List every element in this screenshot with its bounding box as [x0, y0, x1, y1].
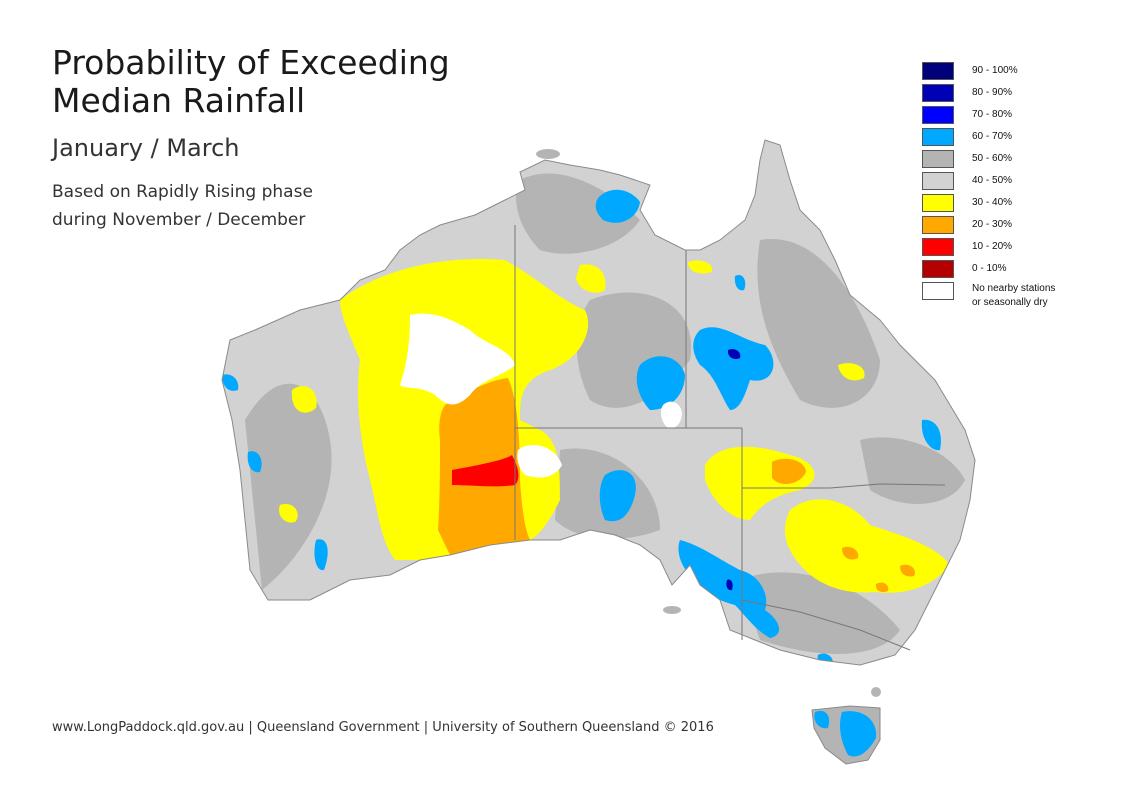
period-label: January / March [52, 134, 240, 162]
legend-label: 70 - 80% [972, 109, 1013, 120]
yellow-patch-5 [688, 260, 713, 274]
grey-band-north [516, 173, 640, 254]
legend-swatch-70-80 [922, 106, 954, 124]
blue-northern-territory [595, 189, 640, 223]
legend-swatch-0-10 [922, 260, 954, 278]
island-kangaroo [663, 606, 681, 614]
red-central [452, 455, 519, 487]
blue-sa [599, 470, 636, 522]
island-bass-strait [871, 687, 881, 697]
legend-swatch-no-data [922, 282, 954, 300]
yellow-patch-1 [576, 264, 606, 293]
island-north [536, 149, 560, 159]
orange-nsw-1 [842, 546, 859, 560]
border-nsw-vic [741, 599, 911, 651]
no-data-central [517, 445, 562, 478]
mainland-shading [222, 173, 965, 665]
legend-label: 90 - 100% [972, 65, 1018, 76]
legend-swatch-10-20 [922, 238, 954, 256]
orange-sa [772, 458, 806, 484]
tasmania-shading [814, 710, 877, 757]
legend-label: 80 - 90% [972, 87, 1013, 98]
legend-label: 30 - 40% [972, 197, 1013, 208]
legend-swatch-30-40 [922, 194, 954, 212]
map-title: Probability of Exceeding Median Rainfall [52, 44, 450, 120]
deep-blue-qld [727, 349, 741, 360]
tasmania-blue-west [814, 710, 830, 729]
legend-swatch-90-100 [922, 62, 954, 80]
legend-swatch-50-60 [922, 150, 954, 168]
legend-label: 60 - 70% [972, 131, 1013, 142]
legend-swatch-60-70 [922, 128, 954, 146]
footer-credits: www.LongPaddock.qld.gov.au | Queensland … [52, 720, 714, 735]
blue-central-east [636, 356, 685, 410]
border-qld-nsw [742, 483, 945, 489]
basis-line1: Based on Rapidly Rising phase [52, 182, 313, 202]
legend-swatch-20-30 [922, 216, 954, 234]
legend-no-data-line1: No nearby stations [972, 283, 1056, 294]
legend-label: 40 - 50% [972, 175, 1013, 186]
legend-label: 10 - 20% [972, 241, 1013, 252]
yellow-patch-3 [279, 503, 298, 523]
legend-swatch-40-50 [922, 172, 954, 190]
map-title-line1: Probability of Exceeding [52, 43, 450, 82]
legend-swatch-80-90 [922, 84, 954, 102]
no-data-west [400, 313, 515, 405]
legend-no-data-line2: or seasonally dry [972, 297, 1048, 308]
tasmania-blue-central [840, 711, 877, 757]
blue-wa-west [222, 374, 239, 391]
grey-band-west [245, 383, 332, 590]
blue-qld-central [693, 327, 774, 410]
legend-label: No nearby stations or seasonally dry [972, 282, 1055, 310]
state-borders [514, 225, 945, 651]
blue-qld-east [921, 419, 941, 451]
no-data-nt [660, 401, 682, 429]
blue-cape-york [734, 274, 746, 291]
grey-band-nsw [860, 437, 965, 504]
legend-label: 50 - 60% [972, 153, 1013, 164]
grey-band-southeast [740, 572, 900, 654]
yellow-patch-4 [838, 363, 865, 381]
basis-text: Based on Rapidly Rising phase during Nov… [52, 178, 313, 234]
blue-wa-south [314, 539, 328, 571]
orange-nsw-3 [875, 582, 889, 593]
yellow-patch-2 [291, 386, 317, 413]
deep-blue-sa [726, 579, 733, 591]
basis-line2: during November / December [52, 210, 306, 230]
legend-label: 0 - 10% [972, 263, 1007, 274]
blue-wa-southwest [247, 451, 262, 473]
map-title-line2: Median Rainfall [52, 81, 306, 120]
legend-label: 20 - 30% [972, 219, 1013, 230]
orange-nsw-2 [900, 564, 915, 577]
